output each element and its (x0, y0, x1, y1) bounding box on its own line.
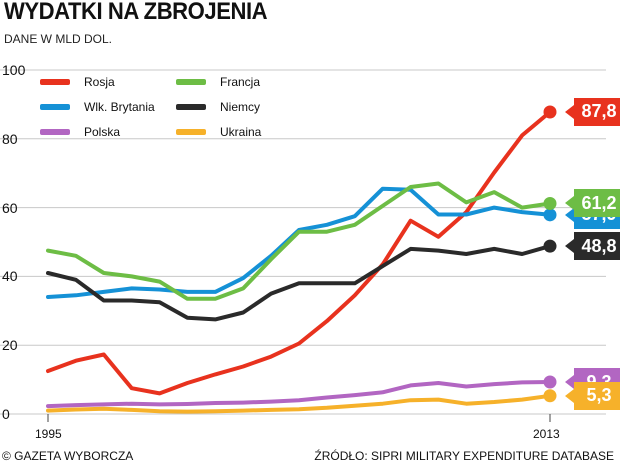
series-line (46, 380, 552, 409)
legend-item: Rosja (40, 70, 176, 93)
y-tick-label: 100 (2, 62, 26, 78)
legend-label: Wlk. Brytania (84, 99, 155, 114)
legend-swatch (176, 78, 206, 85)
series-end-marker (543, 239, 557, 253)
value-badge: 5,3 (565, 381, 620, 410)
legend-item: Ukraina (176, 120, 316, 143)
series-line (46, 110, 552, 396)
value-badge: 61,2 (565, 189, 620, 218)
y-tick-label: 40 (2, 268, 18, 285)
legend-label: Niemcy (220, 99, 261, 114)
legend-label: Ukraina (220, 124, 262, 139)
x-tick-label: 1995 (35, 427, 62, 441)
series-end-marker (543, 105, 557, 119)
legend-item: Francja (176, 70, 316, 93)
legend-label: Francja (220, 74, 261, 89)
legend-swatch (40, 128, 70, 135)
series-line (46, 181, 552, 301)
chart-title: WYDATKI NA ZBROJENIA (4, 0, 268, 25)
series-end-marker (543, 375, 557, 389)
series-line (46, 186, 552, 299)
value-badge: 48,8 (565, 232, 620, 261)
legend-swatch (40, 103, 70, 110)
legend-item: Niemcy (176, 95, 316, 118)
chart-subtitle: DANE W MLD DOL. (4, 32, 113, 46)
series-end-marker (543, 208, 557, 222)
series-end-marker (543, 196, 557, 210)
y-tick-label: 0 (2, 406, 10, 422)
legend-item: Wlk. Brytania (40, 95, 176, 118)
y-tick-label: 20 (2, 337, 18, 354)
series-line (46, 393, 552, 414)
legend-item: Polska (40, 120, 176, 143)
legend-swatch (40, 78, 70, 85)
chart-legend: Rosja Francja Wlk. Brytania Niemcy Polska Ukr… (40, 70, 316, 143)
credit-text: © GAZETA WYBORCZA (2, 449, 134, 463)
y-tick-label: 80 (2, 130, 18, 147)
x-tick-label: 2013 (533, 427, 560, 441)
legend-swatch (176, 128, 206, 135)
source-text: ŹRÓDŁO: SIPRI MILITARY EXPENDITURE DATAB… (314, 449, 614, 463)
series-line (46, 244, 552, 322)
y-tick-label: 60 (2, 199, 18, 216)
legend-label: Rosja (84, 74, 115, 89)
legend-label: Polska (84, 124, 121, 139)
legend-swatch (176, 103, 206, 110)
series-end-marker (543, 389, 557, 403)
value-badge: 87,8 (565, 97, 620, 126)
